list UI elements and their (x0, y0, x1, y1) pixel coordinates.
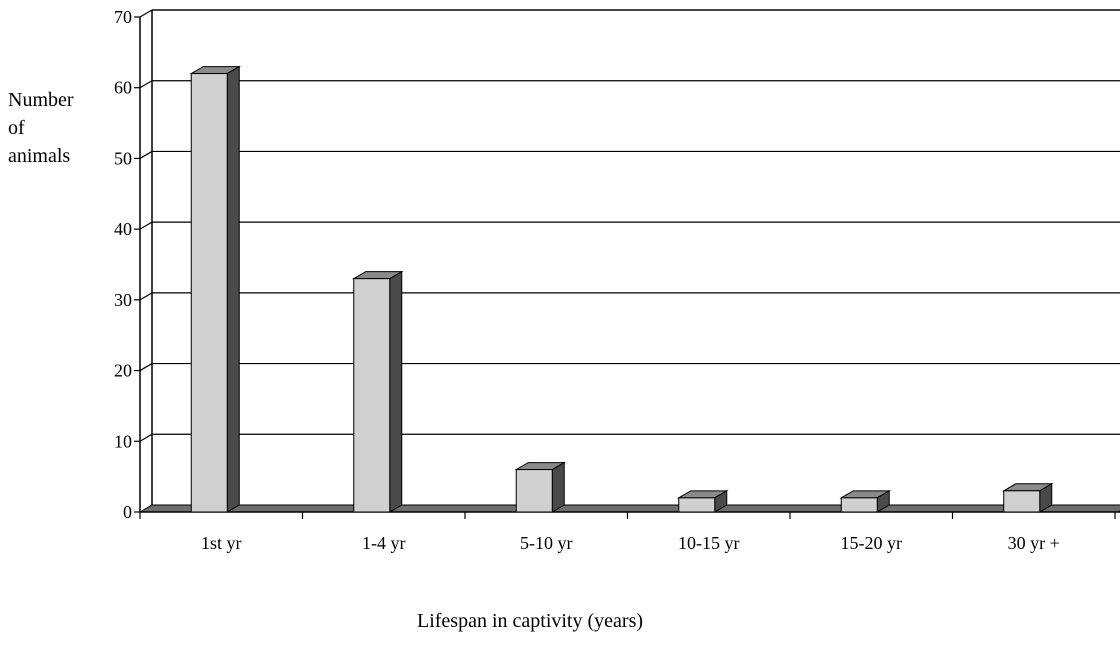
bar-front (678, 497, 716, 513)
y-tick-label: 0 (123, 502, 132, 522)
gridline-depth (139, 80, 153, 89)
gridline-depth (139, 150, 153, 159)
floor-plane (138, 504, 1120, 513)
x-tick-label: 10-15 yr (678, 533, 740, 553)
gridline-depth (139, 363, 153, 372)
bar-front (1003, 490, 1041, 513)
y-axis: 0 10 20 30 40 50 60 70 (114, 7, 141, 522)
x-tick-label: 1-4 yr (362, 533, 406, 553)
x-tick-label: 15-20 yr (841, 533, 903, 553)
x-axis-title: Lifespan in captivity (years) (416, 610, 644, 632)
bar (351, 270, 404, 513)
bar-front (840, 497, 878, 513)
bar (676, 489, 729, 513)
gridline-depth (139, 292, 153, 301)
gridline-depth (139, 433, 153, 442)
x-axis: 1st yr 1-4 yr 5-10 yr 10-15 yr 15-20 yr 30 yr… (139, 511, 1120, 553)
y-tick-label: 50 (114, 148, 132, 168)
bar-side (551, 461, 565, 513)
x-tick-label: 5-10 yr (520, 533, 573, 553)
y-axis-title-line: animals (8, 145, 71, 167)
y-axis-title: Number of animals (8, 86, 74, 170)
bar (189, 65, 242, 513)
bars (189, 65, 1054, 513)
y-axis-title-line: Number (8, 89, 74, 111)
bar (839, 489, 892, 513)
bar-side (226, 65, 240, 513)
bar-front (190, 73, 228, 513)
gridlines (139, 9, 1120, 505)
y-tick-label: 30 (114, 290, 132, 310)
gridline-depth (139, 221, 153, 230)
y-tick-label: 20 (114, 361, 132, 381)
y-tick-label: 40 (114, 219, 132, 239)
y-tick-label: 60 (114, 78, 132, 98)
bar (514, 461, 567, 513)
x-tick-label: 1st yr (201, 533, 242, 553)
y-tick-label: 10 (114, 431, 132, 451)
chart-floor (138, 504, 1120, 513)
bar-front (515, 469, 553, 513)
x-tick-label: 30 yr + (1008, 533, 1060, 553)
y-tick-label: 70 (114, 7, 132, 27)
bar-side (389, 270, 403, 513)
bar (1001, 482, 1054, 513)
gridline-depth (139, 9, 153, 18)
bar-front (353, 278, 391, 513)
y-axis-title-line: of (8, 117, 25, 139)
